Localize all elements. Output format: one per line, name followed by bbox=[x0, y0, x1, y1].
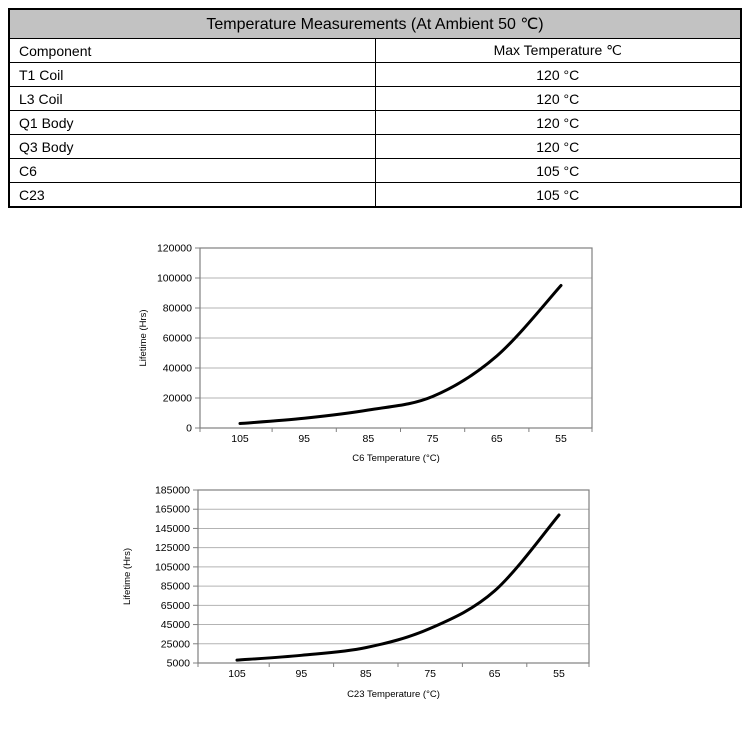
svg-text:65000: 65000 bbox=[161, 600, 190, 612]
component-cell: C23 bbox=[8, 182, 376, 208]
svg-text:55: 55 bbox=[553, 668, 565, 680]
svg-text:0: 0 bbox=[186, 423, 192, 435]
c23-lifetime-chart: 5000 25000 45000 65000 85000 105000 125000 1450… bbox=[122, 485, 590, 700]
table-row: C6 105 °C bbox=[8, 158, 742, 183]
temperature-measurements-table: Temperature Measurements (At Ambient 50 … bbox=[8, 8, 742, 208]
table-row: Q1 Body 120 °C bbox=[8, 110, 742, 135]
svg-text:105: 105 bbox=[231, 433, 249, 445]
c6-lifetime-chart: 0 20000 40000 60000 80000 100000 120000 105 95 85… bbox=[138, 243, 593, 464]
table-row: C23 105 °C bbox=[8, 182, 742, 208]
svg-text:55: 55 bbox=[555, 433, 567, 445]
max-temp-cell: 120 °C bbox=[374, 110, 742, 135]
max-temp-cell: 105 °C bbox=[374, 182, 742, 208]
svg-text:C6 Temperature (°C): C6 Temperature (°C) bbox=[352, 453, 440, 464]
component-cell: Q3 Body bbox=[8, 134, 376, 159]
svg-text:40000: 40000 bbox=[163, 363, 192, 375]
svg-text:120000: 120000 bbox=[157, 243, 192, 255]
max-temp-cell: 120 °C bbox=[374, 62, 742, 87]
table-title: Temperature Measurements (At Ambient 50 … bbox=[8, 8, 742, 39]
svg-text:C23 Temperature (°C): C23 Temperature (°C) bbox=[347, 689, 440, 700]
svg-text:Lifetime (Hrs): Lifetime (Hrs) bbox=[138, 309, 149, 366]
table-header-row: Component Max Temperature ℃ bbox=[8, 38, 742, 63]
svg-text:145000: 145000 bbox=[155, 523, 190, 535]
component-cell: C6 bbox=[8, 158, 376, 183]
max-temp-cell: 120 °C bbox=[374, 134, 742, 159]
svg-text:5000: 5000 bbox=[167, 658, 191, 670]
svg-text:185000: 185000 bbox=[155, 485, 190, 497]
svg-text:60000: 60000 bbox=[163, 333, 192, 345]
column-header-component: Component bbox=[8, 38, 376, 63]
svg-text:20000: 20000 bbox=[163, 393, 192, 405]
svg-text:85000: 85000 bbox=[161, 581, 190, 593]
svg-text:165000: 165000 bbox=[155, 504, 190, 516]
svg-text:45000: 45000 bbox=[161, 619, 190, 631]
table-row: Q3 Body 120 °C bbox=[8, 134, 742, 159]
max-temp-cell: 105 °C bbox=[374, 158, 742, 183]
svg-text:100000: 100000 bbox=[157, 273, 192, 285]
svg-text:75: 75 bbox=[427, 433, 439, 445]
svg-text:95: 95 bbox=[298, 433, 310, 445]
svg-text:85: 85 bbox=[363, 433, 375, 445]
component-cell: L3 Coil bbox=[8, 86, 376, 111]
component-cell: Q1 Body bbox=[8, 110, 376, 135]
column-header-max-temperature: Max Temperature ℃ bbox=[374, 38, 742, 63]
svg-text:Lifetime (Hrs): Lifetime (Hrs) bbox=[122, 548, 133, 605]
svg-text:25000: 25000 bbox=[161, 638, 190, 650]
component-cell: T1 Coil bbox=[8, 62, 376, 87]
table-title-row: Temperature Measurements (At Ambient 50 … bbox=[8, 8, 742, 39]
svg-text:65: 65 bbox=[491, 433, 503, 445]
svg-text:80000: 80000 bbox=[163, 303, 192, 315]
table-row: T1 Coil 120 °C bbox=[8, 62, 742, 87]
svg-text:125000: 125000 bbox=[155, 542, 190, 554]
svg-text:105000: 105000 bbox=[155, 561, 190, 573]
max-temp-cell: 120 °C bbox=[374, 86, 742, 111]
svg-text:65: 65 bbox=[489, 668, 501, 680]
svg-text:105: 105 bbox=[228, 668, 246, 680]
svg-text:85: 85 bbox=[360, 668, 372, 680]
svg-text:75: 75 bbox=[424, 668, 436, 680]
svg-text:95: 95 bbox=[296, 668, 308, 680]
table-row: L3 Coil 120 °C bbox=[8, 86, 742, 111]
